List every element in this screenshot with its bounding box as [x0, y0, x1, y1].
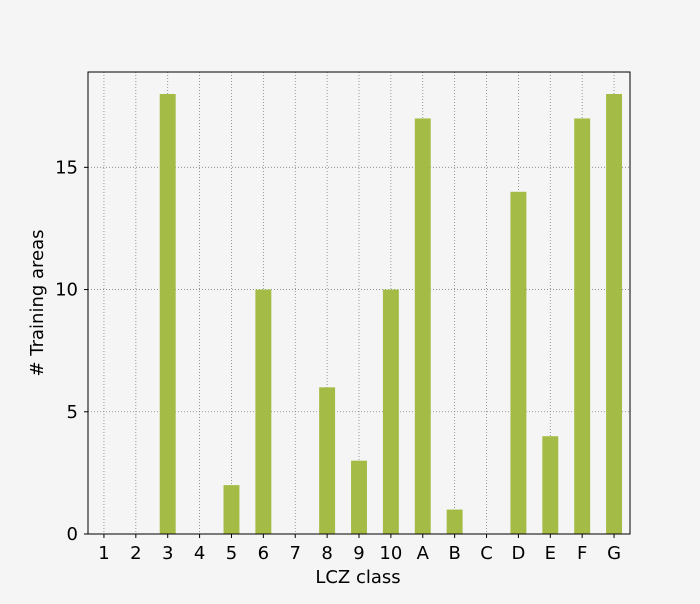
bar-5 [223, 485, 240, 534]
bar-F [574, 118, 591, 534]
y-tick-label: 0 [67, 524, 78, 545]
x-tick-label: 9 [353, 543, 364, 564]
bar-10 [382, 289, 399, 534]
bar-A [414, 118, 431, 534]
x-tick-label: D [511, 543, 525, 564]
x-axis-ticks: 1 2 3 4 5 6 7 8 9 10 A B C D E F G [98, 534, 621, 564]
bar-8 [319, 387, 336, 534]
x-tick-label: E [545, 543, 556, 564]
bar-B [446, 509, 463, 534]
x-tick-label: 2 [130, 543, 141, 564]
y-axis-ticks: 0 5 10 15 [55, 157, 88, 545]
bar-6 [255, 289, 272, 534]
bars [159, 94, 623, 534]
bar-G [606, 94, 623, 534]
x-tick-label: 5 [226, 543, 237, 564]
x-tick-label: G [607, 543, 621, 564]
bar-D [510, 191, 527, 534]
y-tick-label: 5 [67, 402, 78, 423]
y-tick-label: 10 [55, 280, 78, 301]
bar-9 [351, 460, 367, 534]
x-axis-label: LCZ class [315, 567, 400, 588]
bar-E [542, 436, 559, 534]
x-tick-label: A [417, 543, 430, 564]
x-tick-label: F [577, 543, 587, 564]
x-tick-label: 3 [162, 543, 173, 564]
x-tick-label: 4 [194, 543, 205, 564]
x-tick-label: 10 [379, 543, 402, 564]
y-tick-label: 15 [55, 157, 78, 178]
x-tick-label: 1 [98, 543, 109, 564]
bar-3 [159, 94, 176, 534]
x-tick-label: 8 [321, 543, 332, 564]
x-tick-label: B [448, 543, 460, 564]
x-tick-label: 7 [290, 543, 301, 564]
x-tick-label: C [480, 543, 493, 564]
x-tick-label: 6 [258, 543, 269, 564]
y-axis-label: # Training areas [27, 229, 48, 376]
